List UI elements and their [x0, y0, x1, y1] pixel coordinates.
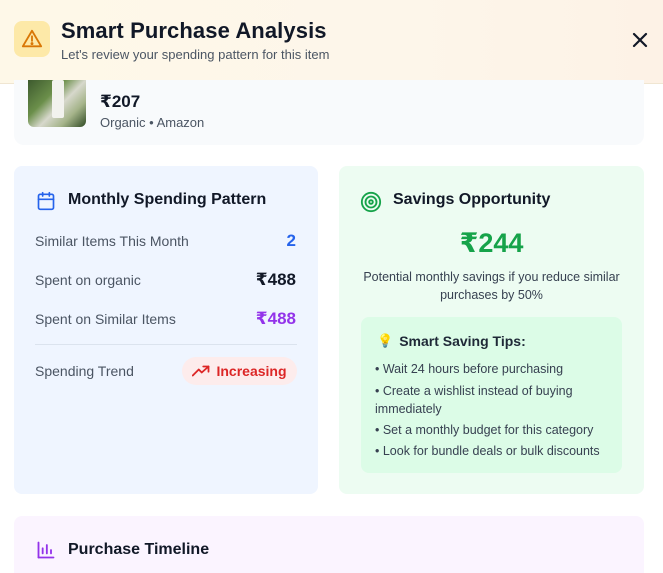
trending-up-icon [192, 365, 210, 377]
savings-description: Potential monthly savings if you reduce … [363, 270, 620, 302]
tip-item: • Create a wishlist instead of buying im… [375, 384, 573, 416]
product-image [28, 80, 86, 127]
lightbulb-icon: 💡 [377, 333, 394, 348]
spent-similar-label: Spent on Similar Items [35, 311, 176, 327]
close-button[interactable] [627, 27, 653, 53]
product-summary-card: ₹207 Organic • Amazon [14, 80, 644, 145]
purchase-timeline-card: Purchase Timeline [14, 516, 644, 573]
spending-trend-label: Spending Trend [35, 363, 134, 379]
calendar-icon [35, 190, 57, 212]
warning-icon [14, 21, 50, 57]
modal-subtitle: Let's review your spending pattern for t… [61, 47, 330, 62]
bar-chart-icon [35, 539, 57, 561]
saving-tips-header: 💡 Smart Saving Tips: [377, 333, 526, 349]
spending-trend-badge: Increasing [182, 357, 297, 385]
spending-trend-value: Increasing [216, 363, 287, 379]
spent-organic-value: ₹488 [255, 270, 296, 289]
savings-title: Savings Opportunity [393, 191, 551, 208]
close-icon [632, 32, 648, 48]
tip-item: • Set a monthly budget for this category [375, 423, 594, 437]
spent-organic-label: Spent on organic [35, 272, 141, 288]
saving-tips-box: 💡 Smart Saving Tips: • Wait 24 hours bef… [361, 317, 622, 473]
purchase-timeline-title: Purchase Timeline [68, 541, 210, 558]
product-meta: Organic • Amazon [100, 115, 205, 130]
savings-opportunity-card: Savings Opportunity ₹244 Potential month… [339, 166, 644, 494]
target-icon [359, 190, 383, 214]
modal-header: Smart Purchase Analysis Let's review you… [0, 0, 663, 84]
spent-similar-value: ₹488 [255, 309, 296, 328]
monthly-spending-card: Monthly Spending Pattern Similar Items T… [14, 166, 318, 494]
tip-item: • Look for bundle deals or bulk discount… [375, 444, 600, 458]
savings-amount: ₹244 [459, 228, 524, 258]
product-price: ₹207 [100, 92, 141, 111]
saving-tips-title: Smart Saving Tips: [399, 333, 526, 349]
tip-item: • Wait 24 hours before purchasing [375, 362, 564, 376]
modal-title: Smart Purchase Analysis [61, 18, 327, 43]
similar-items-value: 2 [286, 231, 296, 250]
monthly-spending-title: Monthly Spending Pattern [68, 191, 267, 208]
divider [35, 344, 297, 345]
similar-items-label: Similar Items This Month [35, 233, 189, 249]
